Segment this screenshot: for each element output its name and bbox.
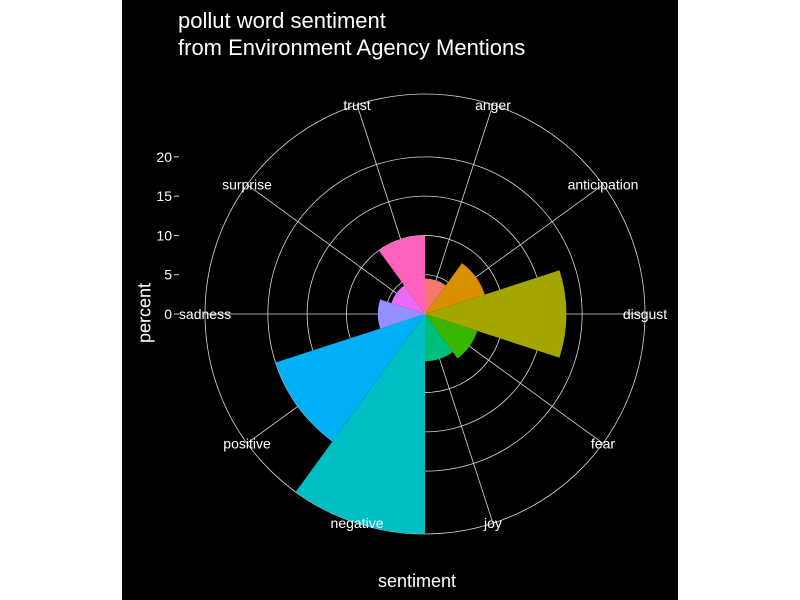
wedge-fear	[425, 314, 478, 359]
wedge-anger	[425, 278, 446, 314]
y-tick-label-15: 15	[156, 188, 172, 204]
category-label-negative: negative	[331, 515, 384, 531]
spoke-anger	[424, 104, 494, 315]
wedge-anticipation	[425, 263, 485, 314]
wedge-negative	[295, 314, 425, 534]
category-label-joy: joy	[483, 515, 502, 531]
chart-title-line-2: from Environment Agency Mentions	[178, 35, 526, 60]
category-label-sadness: sadness	[179, 306, 231, 322]
category-label-disgust: disgust	[623, 306, 667, 322]
category-label-anticipation: anticipation	[568, 177, 639, 193]
wedge-disgust	[425, 270, 567, 358]
category-label-surprise: surprise	[222, 177, 272, 193]
y-tick-label-5: 5	[164, 267, 172, 283]
y-tick-label-0: 0	[164, 306, 172, 322]
wedge-surprise	[391, 285, 425, 314]
category-label-trust: trust	[343, 97, 370, 113]
wedge-trust	[378, 235, 425, 314]
category-label-fear: fear	[591, 435, 615, 451]
y-tick-label-10: 10	[156, 227, 172, 243]
wedge-sadness	[377, 299, 425, 329]
wedge-joy	[425, 314, 453, 362]
wedge-positive	[275, 314, 425, 442]
chart-title-line-1: pollut word sentiment	[178, 8, 386, 33]
category-label-anger: anger	[475, 97, 511, 113]
x-axis-title: sentiment	[378, 571, 457, 591]
spoke-surprise	[246, 184, 426, 315]
y-axis-title: percent	[134, 282, 155, 344]
y-tick-label-20: 20	[156, 149, 172, 165]
category-label-positive: positive	[223, 435, 271, 451]
